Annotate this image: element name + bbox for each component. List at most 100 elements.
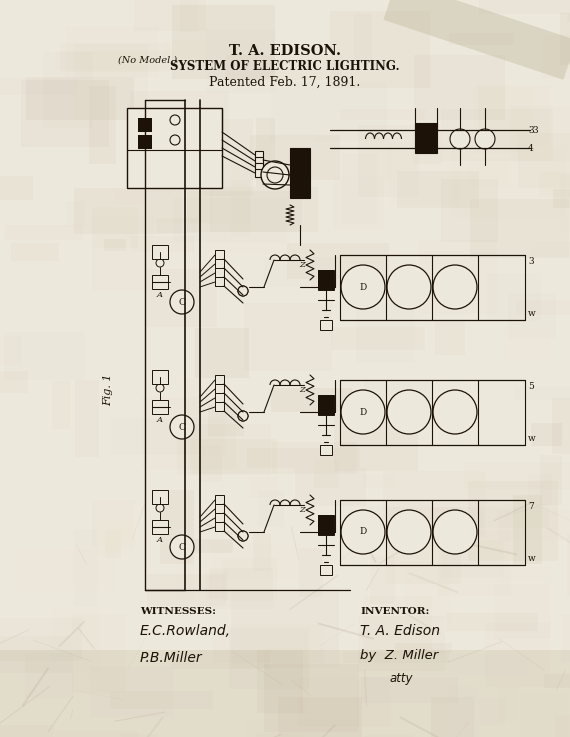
Bar bbox=[190, 439, 277, 474]
Text: C: C bbox=[178, 298, 186, 307]
Bar bbox=[451, 146, 566, 218]
Bar bbox=[318, 395, 334, 415]
Bar bbox=[247, 448, 360, 468]
Bar bbox=[531, 423, 561, 446]
Bar bbox=[211, 543, 299, 581]
Bar bbox=[479, 0, 567, 15]
Bar bbox=[208, 231, 290, 254]
Bar bbox=[152, 490, 168, 504]
Bar bbox=[170, 539, 233, 553]
Bar bbox=[540, 455, 562, 505]
Bar bbox=[442, 540, 504, 577]
Bar bbox=[356, 296, 416, 363]
Bar bbox=[177, 424, 271, 475]
Bar bbox=[287, 242, 389, 279]
Bar bbox=[4, 332, 85, 380]
Bar bbox=[202, 119, 253, 196]
Bar bbox=[25, 653, 72, 698]
Bar bbox=[163, 41, 258, 60]
Bar bbox=[531, 241, 570, 256]
Bar bbox=[255, 163, 263, 171]
Bar bbox=[494, 584, 551, 639]
Circle shape bbox=[450, 129, 470, 149]
Text: by  Z. Miller: by Z. Miller bbox=[360, 649, 438, 662]
Bar bbox=[290, 148, 310, 198]
Bar bbox=[359, 616, 445, 671]
Bar bbox=[207, 404, 244, 436]
Circle shape bbox=[170, 290, 194, 314]
Circle shape bbox=[238, 286, 248, 296]
Bar bbox=[314, 460, 339, 489]
Bar bbox=[370, 556, 395, 604]
Bar bbox=[152, 400, 168, 414]
Bar bbox=[560, 13, 570, 65]
Text: D: D bbox=[359, 282, 367, 292]
Bar bbox=[479, 698, 504, 725]
Bar bbox=[258, 650, 303, 713]
Bar bbox=[0, 176, 34, 200]
Circle shape bbox=[238, 531, 248, 541]
Bar bbox=[195, 328, 249, 378]
Text: P.B.Miller: P.B.Miller bbox=[140, 651, 202, 665]
Bar bbox=[430, 507, 549, 528]
Text: atty: atty bbox=[390, 672, 413, 685]
Bar bbox=[441, 179, 498, 242]
Bar bbox=[26, 77, 134, 120]
Bar bbox=[421, 654, 529, 675]
Bar bbox=[138, 118, 152, 132]
Bar bbox=[215, 268, 224, 277]
Bar bbox=[487, 273, 541, 321]
Bar bbox=[318, 270, 334, 290]
Bar bbox=[142, 397, 236, 469]
Bar bbox=[504, 328, 550, 360]
Text: E.C.Rowland,: E.C.Rowland, bbox=[140, 624, 231, 638]
Bar bbox=[75, 380, 99, 458]
Circle shape bbox=[238, 411, 248, 421]
Bar bbox=[72, 615, 127, 693]
Text: Z: Z bbox=[299, 506, 305, 514]
Bar bbox=[364, 380, 431, 407]
Circle shape bbox=[170, 415, 194, 439]
Bar bbox=[552, 398, 570, 455]
Bar bbox=[205, 570, 228, 599]
Bar bbox=[74, 529, 97, 607]
Bar bbox=[263, 257, 340, 287]
Bar bbox=[363, 474, 397, 488]
Text: T. A. EDISON.: T. A. EDISON. bbox=[229, 44, 341, 58]
Text: 3: 3 bbox=[528, 257, 534, 266]
Bar bbox=[255, 157, 263, 165]
Text: w: w bbox=[528, 434, 536, 443]
Bar bbox=[152, 275, 168, 289]
Bar bbox=[201, 445, 222, 482]
Bar bbox=[528, 474, 552, 506]
Bar bbox=[361, 677, 458, 703]
Bar bbox=[215, 375, 224, 384]
Bar bbox=[318, 395, 334, 415]
Bar bbox=[560, 175, 570, 232]
Bar bbox=[386, 507, 461, 584]
Bar bbox=[256, 118, 275, 187]
Circle shape bbox=[170, 535, 194, 559]
Bar bbox=[498, 509, 570, 541]
Bar bbox=[114, 191, 147, 205]
Bar bbox=[249, 477, 279, 497]
Bar bbox=[539, 172, 570, 198]
Bar bbox=[215, 250, 224, 259]
Text: 5: 5 bbox=[528, 382, 534, 391]
Bar bbox=[447, 686, 478, 737]
Circle shape bbox=[267, 167, 283, 183]
Bar bbox=[320, 445, 332, 455]
Bar bbox=[245, 302, 332, 371]
Bar bbox=[415, 123, 437, 153]
Bar bbox=[43, 52, 93, 128]
Bar bbox=[515, 387, 570, 400]
Bar bbox=[272, 442, 356, 474]
Bar bbox=[152, 245, 168, 259]
Bar bbox=[11, 243, 59, 261]
Bar bbox=[215, 513, 224, 522]
Bar bbox=[340, 109, 426, 120]
Bar bbox=[185, 379, 202, 439]
Bar bbox=[92, 500, 135, 548]
Bar bbox=[438, 530, 511, 596]
Bar bbox=[15, 549, 115, 590]
